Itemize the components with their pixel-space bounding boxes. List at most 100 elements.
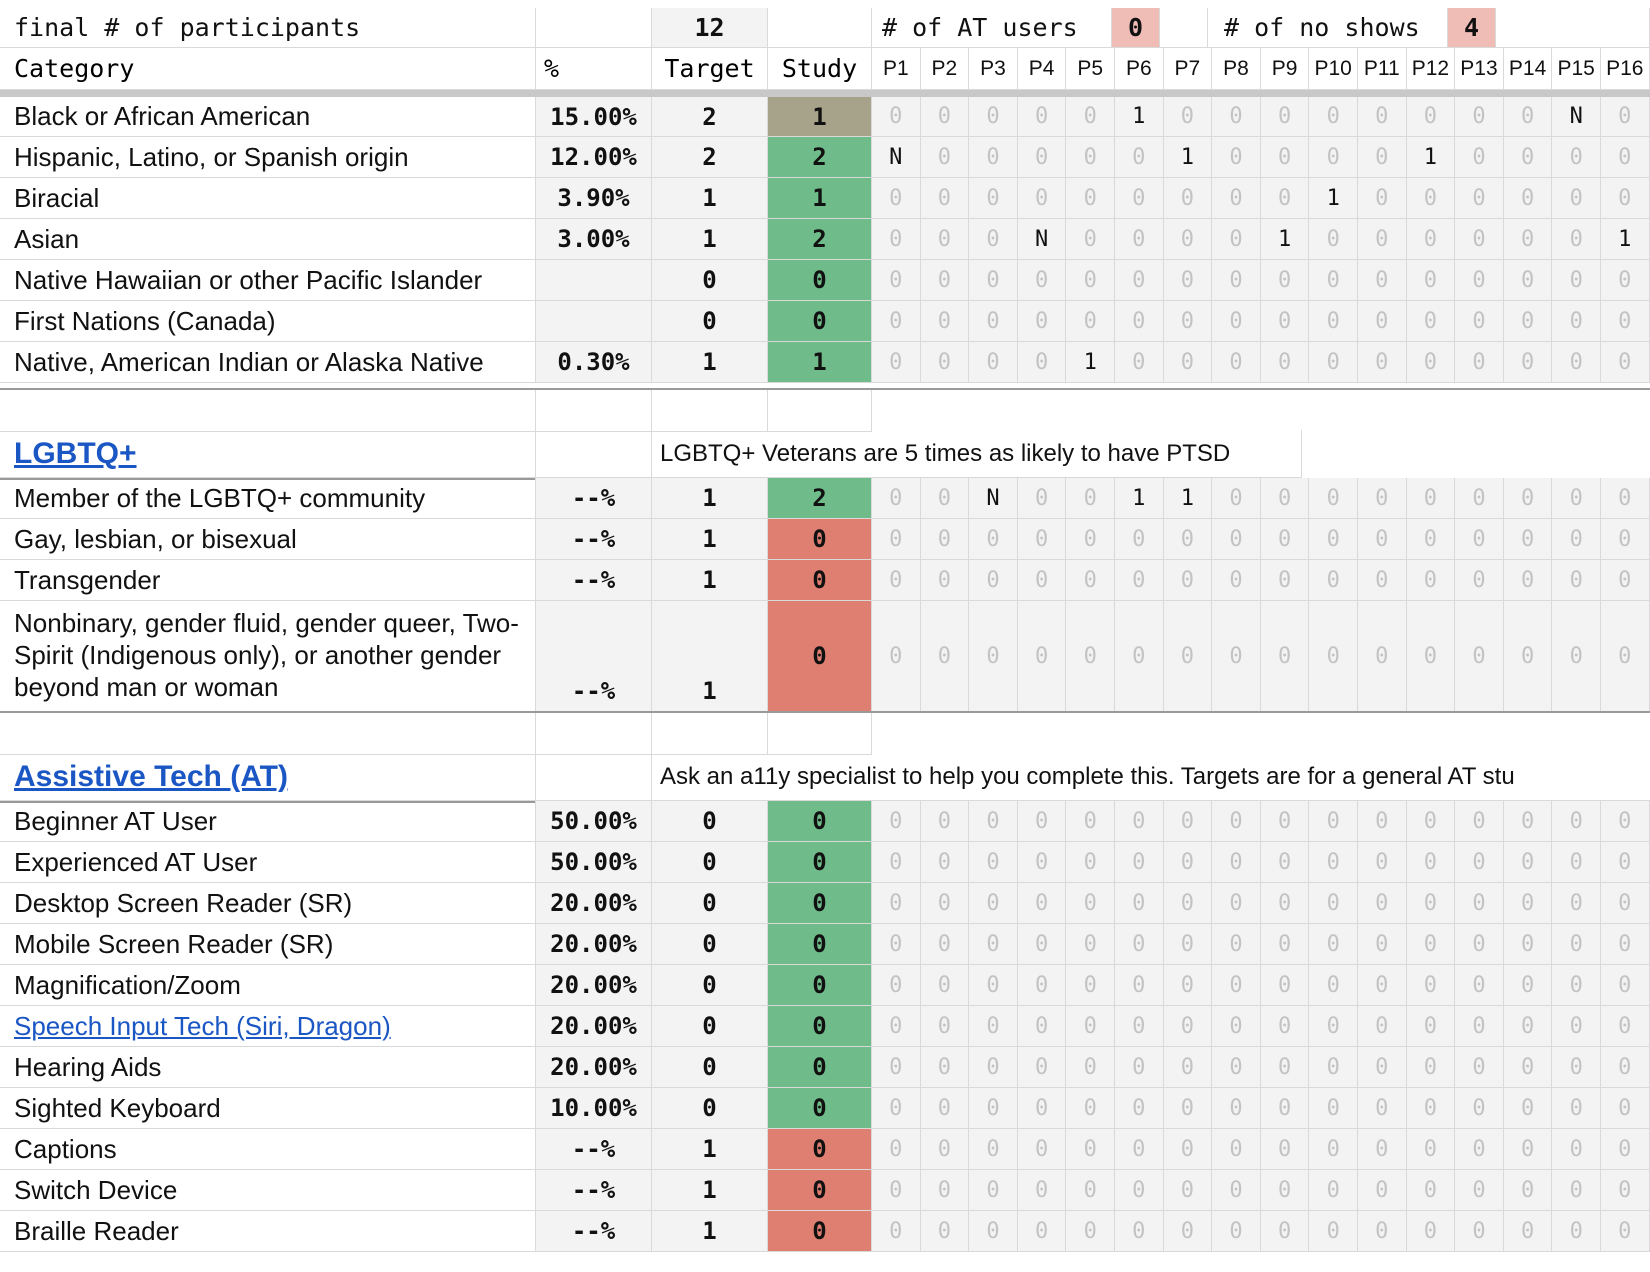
participant-cell-p10[interactable]: 0	[1309, 478, 1358, 519]
percent-cell[interactable]: --%	[536, 1129, 652, 1170]
column-header-p3[interactable]: P3	[969, 48, 1018, 90]
participant-cell-p6[interactable]: 0	[1115, 1047, 1164, 1088]
blank-cell[interactable]	[536, 430, 652, 478]
participant-cell-p11[interactable]: 0	[1358, 260, 1407, 301]
participant-cell-p12[interactable]: 0	[1406, 1006, 1456, 1047]
participant-cell-p13[interactable]: 0	[1455, 478, 1504, 519]
participant-cell-p4[interactable]: 0	[1017, 965, 1067, 1006]
participant-cell-p14[interactable]: 0	[1503, 1211, 1553, 1252]
participant-cell-p7[interactable]: 0	[1163, 219, 1213, 260]
participant-cell-p15[interactable]: 0	[1552, 519, 1601, 560]
participant-cell-p10[interactable]: 0	[1309, 342, 1358, 383]
participant-cell-p10[interactable]: 1	[1309, 178, 1358, 219]
participant-cell-p10[interactable]: 0	[1309, 842, 1358, 883]
percent-cell[interactable]: 20.00%	[536, 1006, 652, 1047]
participant-cell-p14[interactable]: 0	[1503, 924, 1553, 965]
participant-cell-p1[interactable]: 0	[872, 301, 921, 342]
participant-cell-p5[interactable]: 0	[1066, 965, 1115, 1006]
target-cell[interactable]: 0	[652, 883, 768, 924]
participant-cell-p6[interactable]: 0	[1115, 519, 1164, 560]
category-label[interactable]: Mobile Screen Reader (SR)	[0, 924, 536, 965]
column-header-p7[interactable]: P7	[1163, 48, 1213, 90]
participant-cell-p5[interactable]: 0	[1066, 478, 1115, 519]
participant-cell-p14[interactable]: 0	[1503, 801, 1553, 842]
participant-cell-p15[interactable]: 0	[1552, 178, 1601, 219]
participant-cell-p4[interactable]: 0	[1017, 301, 1067, 342]
participant-cell-p16[interactable]: 0	[1601, 342, 1650, 383]
participant-cell-p6[interactable]: 0	[1115, 1129, 1164, 1170]
participant-cell-p4[interactable]: 0	[1017, 97, 1067, 137]
participant-cell-p11[interactable]: 0	[1358, 219, 1407, 260]
category-label[interactable]: Hispanic, Latino, or Spanish origin	[0, 137, 536, 178]
participant-cell-p12[interactable]: 0	[1406, 178, 1456, 219]
participant-cell-p14[interactable]: 0	[1503, 342, 1553, 383]
participant-cell-p15[interactable]: 0	[1552, 342, 1601, 383]
final-participants-value[interactable]: 12	[652, 8, 768, 48]
participant-cell-p8[interactable]: 0	[1212, 178, 1261, 219]
participant-cell-p12[interactable]: 0	[1406, 883, 1456, 924]
participant-cell-p11[interactable]: 0	[1358, 1129, 1407, 1170]
participant-cell-p5[interactable]: 0	[1066, 178, 1115, 219]
participant-cell-p3[interactable]: 0	[969, 1088, 1018, 1129]
participant-cell-p7[interactable]: 0	[1163, 1088, 1213, 1129]
participant-cell-p16[interactable]: 0	[1601, 260, 1650, 301]
participant-cell-p16[interactable]: 0	[1601, 1211, 1650, 1252]
participant-cell-p15[interactable]: 0	[1552, 1170, 1601, 1211]
participant-cell-p13[interactable]: 0	[1455, 1088, 1504, 1129]
target-cell[interactable]: 1	[652, 342, 768, 383]
participant-cell-p13[interactable]: 0	[1455, 301, 1504, 342]
participant-cell-p12[interactable]: 0	[1406, 1170, 1456, 1211]
participant-cell-p14[interactable]: 0	[1503, 178, 1553, 219]
participant-cell-p15[interactable]: 0	[1552, 219, 1601, 260]
participant-cell-p1[interactable]: 0	[872, 560, 921, 601]
participant-cell-p13[interactable]: 0	[1455, 219, 1504, 260]
participant-cell-p13[interactable]: 0	[1455, 601, 1504, 712]
participant-cell-p11[interactable]: 0	[1358, 1170, 1407, 1211]
target-cell[interactable]: 0	[652, 1006, 768, 1047]
category-label[interactable]: Member of the LGBTQ+ community	[0, 478, 536, 519]
target-cell[interactable]: 0	[652, 1088, 768, 1129]
participant-cell-p5[interactable]: 1	[1066, 342, 1115, 383]
participant-cell-p5[interactable]: 0	[1066, 883, 1115, 924]
participant-cell-p15[interactable]: 0	[1552, 301, 1601, 342]
study-cell[interactable]: 0	[768, 801, 872, 842]
participant-cell-p2[interactable]: 0	[920, 1129, 970, 1170]
participant-cell-p5[interactable]: 0	[1066, 1006, 1115, 1047]
participant-cell-p4[interactable]: 0	[1017, 178, 1067, 219]
participant-cell-p6[interactable]: 0	[1115, 883, 1164, 924]
participant-cell-p3[interactable]: 0	[969, 924, 1018, 965]
participant-cell-p5[interactable]: 0	[1066, 97, 1115, 137]
participant-cell-p16[interactable]: 0	[1601, 97, 1650, 137]
category-label[interactable]: Beginner AT User	[0, 801, 536, 842]
participant-cell-p11[interactable]: 0	[1358, 519, 1407, 560]
participant-cell-p16[interactable]: 0	[1601, 137, 1650, 178]
participant-cell-p9[interactable]: 0	[1260, 97, 1310, 137]
participant-cell-p15[interactable]: 0	[1552, 137, 1601, 178]
participant-cell-p10[interactable]: 0	[1309, 1129, 1358, 1170]
participant-cell-p3[interactable]: 0	[969, 1006, 1018, 1047]
participant-cell-p3[interactable]: 0	[969, 1129, 1018, 1170]
participant-cell-p14[interactable]: 0	[1503, 519, 1553, 560]
participant-cell-p7[interactable]: 0	[1163, 560, 1213, 601]
study-cell[interactable]: 0	[768, 560, 872, 601]
participant-cell-p3[interactable]: 0	[969, 883, 1018, 924]
participant-cell-p4[interactable]: 0	[1017, 924, 1067, 965]
category-label[interactable]: Gay, lesbian, or bisexual	[0, 519, 536, 560]
participant-cell-p12[interactable]: 0	[1406, 924, 1456, 965]
participant-cell-p16[interactable]: 0	[1601, 601, 1650, 712]
participant-cell-p12[interactable]: 0	[1406, 1088, 1456, 1129]
participant-cell-p9[interactable]: 0	[1260, 178, 1310, 219]
participant-cell-p1[interactable]: 0	[872, 219, 921, 260]
participant-cell-p10[interactable]: 0	[1309, 1088, 1358, 1129]
participant-cell-p2[interactable]: 0	[920, 342, 970, 383]
participant-cell-p15[interactable]: 0	[1552, 965, 1601, 1006]
at-note[interactable]: Ask an a11y specialist to help you compl…	[652, 753, 1650, 801]
participant-cell-p5[interactable]: 0	[1066, 1211, 1115, 1252]
percent-cell[interactable]: 20.00%	[536, 965, 652, 1006]
blank-cell[interactable]	[652, 390, 768, 432]
participant-cell-p13[interactable]: 0	[1455, 842, 1504, 883]
participant-cell-p11[interactable]: 0	[1358, 1047, 1407, 1088]
participant-cell-p7[interactable]: 0	[1163, 342, 1213, 383]
participant-cell-p2[interactable]: 0	[920, 301, 970, 342]
study-cell[interactable]: 0	[768, 1047, 872, 1088]
